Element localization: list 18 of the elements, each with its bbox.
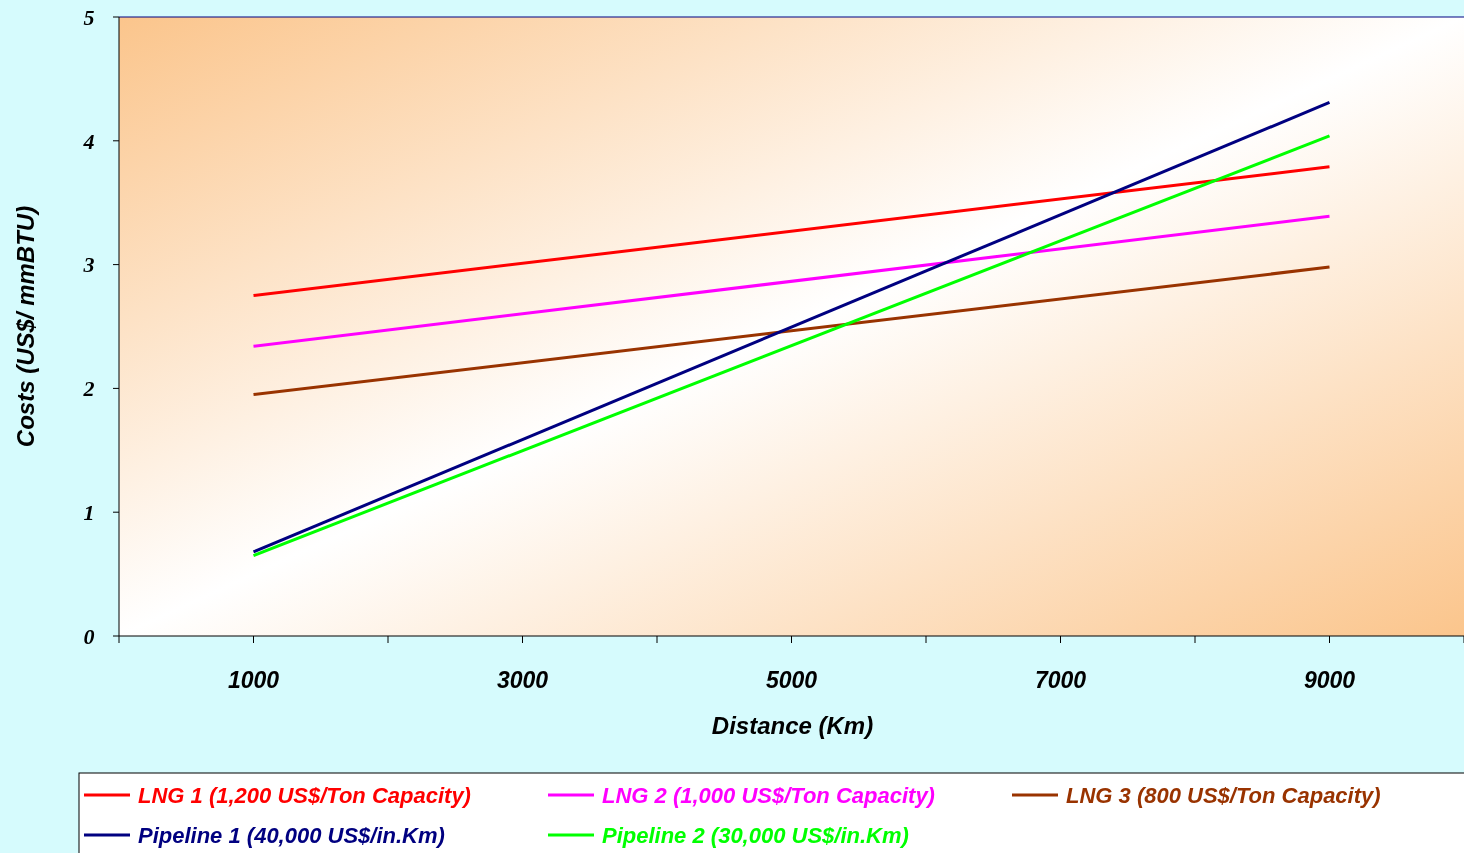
x-axis-title: Distance (Km) xyxy=(711,712,874,739)
x-tick-label: 5000 xyxy=(765,667,818,693)
y-axis-title: Costs (US$/ mmBTU) xyxy=(12,205,39,448)
x-tick-label: 3000 xyxy=(496,667,549,693)
legend-label: LNG 3 (800 US$/Ton Capacity) xyxy=(1066,782,1381,808)
legend-label: LNG 2 (1,000 US$/Ton Capacity) xyxy=(602,782,935,808)
legend-label: Pipeline 2 (30,000 US$/in.Km) xyxy=(602,822,909,848)
x-tick-label: 9000 xyxy=(1303,667,1356,693)
x-tick-label: 1000 xyxy=(227,667,280,693)
legend-label: LNG 1 (1,200 US$/Ton Capacity) xyxy=(138,782,471,808)
y-tick-label: 0 xyxy=(83,623,95,649)
y-tick-label: 4 xyxy=(82,128,95,154)
legend-label: Pipeline 1 (40,000 US$/in.Km) xyxy=(138,822,445,848)
y-tick-label: 3 xyxy=(82,252,95,278)
y-tick-label: 2 xyxy=(82,376,95,402)
x-tick-label: 7000 xyxy=(1034,667,1087,693)
y-tick-label: 5 xyxy=(83,4,95,30)
y-tick-label: 1 xyxy=(83,499,95,525)
